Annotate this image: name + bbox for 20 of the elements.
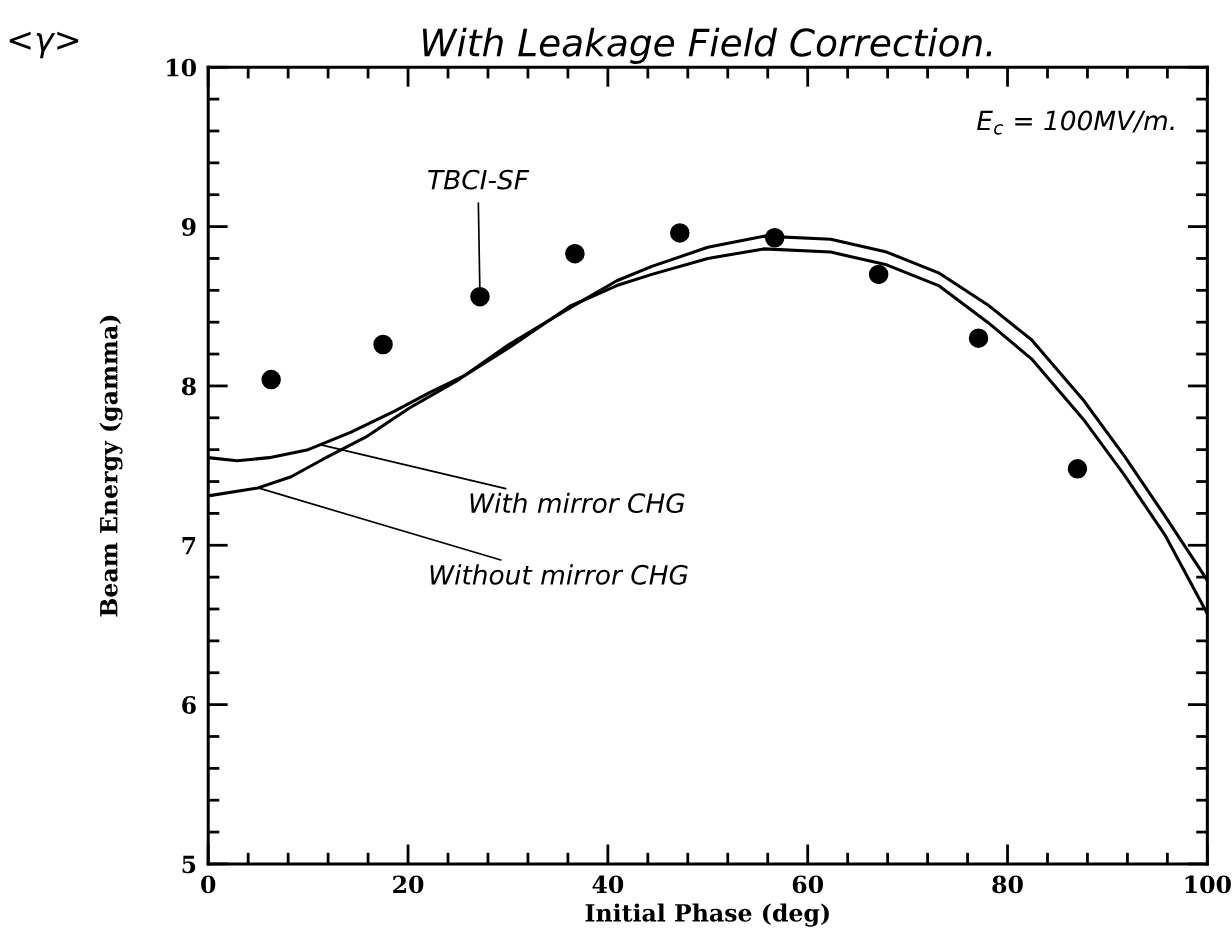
text: <γ> (9, 31, 79, 59)
y-axis-title: Beam Energy (gamma) (99, 315, 123, 617)
x-tick-label: 80 (992, 875, 1023, 894)
x-tick-label: 20 (393, 875, 424, 894)
x-axis-title: Initial Phase (deg) (585, 903, 829, 927)
annotation: Without mirror CHG (430, 564, 688, 585)
y-tick-label: 5 (182, 855, 196, 874)
x-tick-label: 0 (201, 875, 216, 894)
annotation: E$_{c}$ = 100MV/m. (977, 110, 1174, 135)
y-tick-label: 9 (181, 218, 196, 236)
x-tick-label: 100 (1185, 875, 1231, 894)
y-tick-label: 8 (181, 377, 196, 396)
annotation: With mirror CHG (470, 492, 685, 514)
x-tick-label: 60 (792, 875, 824, 894)
y-tick-label: 6 (182, 696, 196, 714)
x-tick-label: 40 (592, 875, 624, 894)
annotation: TBCI-SF (428, 169, 530, 190)
y-tick-label: 7 (182, 537, 196, 555)
y-tick-label: 10 (167, 58, 196, 77)
chart-title: With Leakage Field Correction. (422, 27, 992, 64)
